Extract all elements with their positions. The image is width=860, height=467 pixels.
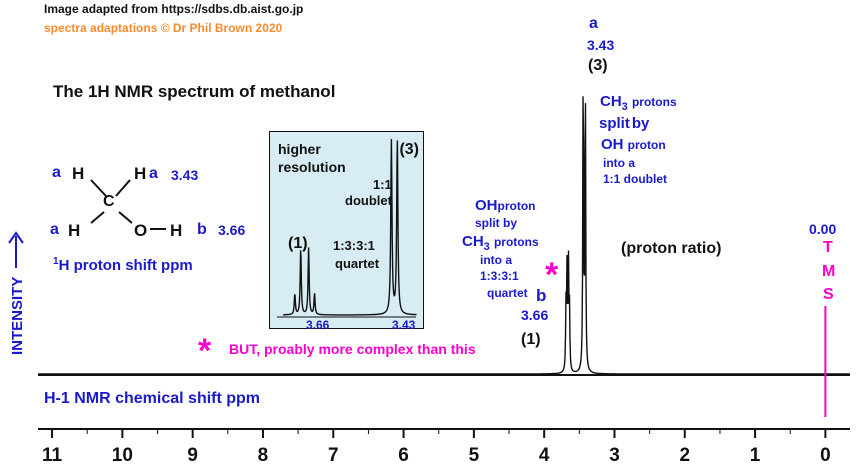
star-marker-peak: *: [545, 256, 559, 294]
ch3-protons: protons: [631, 95, 677, 109]
peak-a-letter: a: [589, 15, 598, 32]
inset-heading-2: resolution: [278, 159, 346, 175]
oh-into: into a: [480, 253, 512, 267]
tms-letter-m: M: [822, 263, 836, 280]
label-b-h4: b: [197, 221, 207, 238]
ch3-sub: 3: [621, 101, 628, 113]
shift-a-value: 3.43: [171, 167, 199, 183]
x-tick-label: 9: [187, 445, 198, 466]
x-tick-label: 0: [820, 445, 831, 466]
oh-oh: OH: [475, 197, 498, 214]
x-tick-label: 1: [750, 445, 761, 466]
tms-shift: 0.00: [809, 221, 837, 237]
oh-label: OHproton: [475, 198, 536, 213]
ch3-ch: CH: [600, 93, 622, 110]
baseline-bar: [38, 374, 850, 376]
peak-b-letter: b: [536, 286, 547, 305]
inset-ratio-left: (1): [288, 235, 308, 252]
x-tick-label: 8: [258, 445, 269, 466]
ch3-oh-line: OH proton: [601, 137, 666, 152]
shift-caption: 1H proton shift ppm: [53, 256, 193, 274]
inset-doublet-2: doublet: [345, 193, 392, 208]
oh-quartet: quartet: [487, 286, 528, 300]
label-a-h3: a: [50, 221, 59, 238]
bond-c-h1: [90, 179, 107, 197]
label-a-h1: a: [52, 164, 61, 181]
ch3-label: CH3 protons: [600, 94, 677, 113]
inset-quartet-1: 1:3:3:1: [333, 238, 375, 253]
oh-ch: CH: [462, 233, 484, 250]
x-tick-label: 2: [679, 445, 690, 466]
shift-caption-sup: 1: [53, 256, 59, 267]
inset-spectrum: [277, 138, 417, 318]
x-tick-label: 10: [112, 445, 133, 466]
oh-ch3-label: CH3 protons: [462, 234, 539, 253]
oh-proton: proton: [497, 199, 536, 213]
peak-b-shift: 3.66: [521, 307, 549, 323]
x-tick-label: 3: [609, 445, 620, 466]
inset-trace: [283, 138, 417, 316]
atom-h3: H: [68, 221, 81, 240]
x-tick-label: 7: [328, 445, 339, 466]
ch3-split: split: [599, 115, 630, 132]
inset-heading-1: higher: [278, 141, 321, 157]
x-tick-label: 5: [469, 445, 480, 466]
spectrum-trace: [38, 96, 850, 375]
atom-h2: H: [134, 164, 147, 183]
atom-o: O: [134, 221, 148, 240]
bond-c-h2: [115, 179, 131, 197]
inset-doublet-1: 1:1: [373, 177, 392, 192]
oh-protons: protons: [493, 235, 539, 249]
ch3-proton: proton: [627, 138, 666, 152]
proton-ratio-label: (proton ratio): [621, 240, 722, 257]
shift-caption-text: H proton shift ppm: [58, 257, 193, 274]
methanol-structure: [90, 179, 166, 230]
atom-c: C: [103, 193, 115, 210]
ch3-by: by: [631, 115, 650, 132]
ch3-doublet: 1:1 doublet: [603, 172, 668, 186]
x-axis-ticks: 11 10 9 8 7 6 5 4 3 2 1 0: [42, 429, 831, 466]
tms-letter-t: T: [823, 239, 833, 256]
inset-quartet-2: quartet: [335, 256, 380, 271]
oh-ratio: 1:3:3:1: [480, 269, 519, 283]
inset-tick-right: 3.43: [392, 318, 416, 332]
source-credit: Image adapted from https://sdbs.db.aist.…: [44, 2, 304, 16]
oh-sub: 3: [483, 241, 490, 253]
x-tick-label: 4: [539, 445, 550, 466]
y-axis-label: INTENSITY: [9, 277, 26, 355]
atom-h4: H: [170, 221, 183, 240]
atom-h1: H: [72, 164, 85, 183]
bond-c-h3: [90, 211, 105, 224]
x-tick-label: 6: [398, 445, 409, 466]
bond-c-o: [118, 211, 133, 224]
ch3-into: into a: [603, 156, 635, 170]
peak-b-ratio: (1): [521, 331, 541, 348]
star-marker-note: *: [198, 332, 212, 370]
inset-tick-left: 3.66: [306, 318, 330, 332]
x-tick-label: 11: [42, 445, 63, 466]
shift-b-value: 3.66: [218, 222, 246, 238]
complexity-note: BUT, proably more complex than this: [229, 341, 476, 357]
inset-box: higher resolution (3) 1:1 doublet (1) 1:…: [269, 131, 424, 332]
oh-split: split by: [475, 216, 518, 230]
author-credit: spectra adaptations © Dr Phil Brown 2020: [44, 21, 283, 35]
x-axis-label: H-1 NMR chemical shift ppm: [44, 390, 261, 407]
inset-ratio-right: (3): [399, 141, 419, 158]
label-a-h2: a: [149, 165, 158, 182]
ch3-split-line: split by: [599, 116, 649, 131]
intensity-arrow-head: [8, 231, 24, 244]
chart-title: The 1H NMR spectrum of methanol: [53, 82, 336, 101]
peak-a-shift: 3.43: [587, 37, 615, 53]
ch3-oh: OH: [601, 136, 624, 153]
tms-letter-s: S: [823, 286, 834, 303]
peak-a-ratio: (3): [588, 57, 608, 74]
